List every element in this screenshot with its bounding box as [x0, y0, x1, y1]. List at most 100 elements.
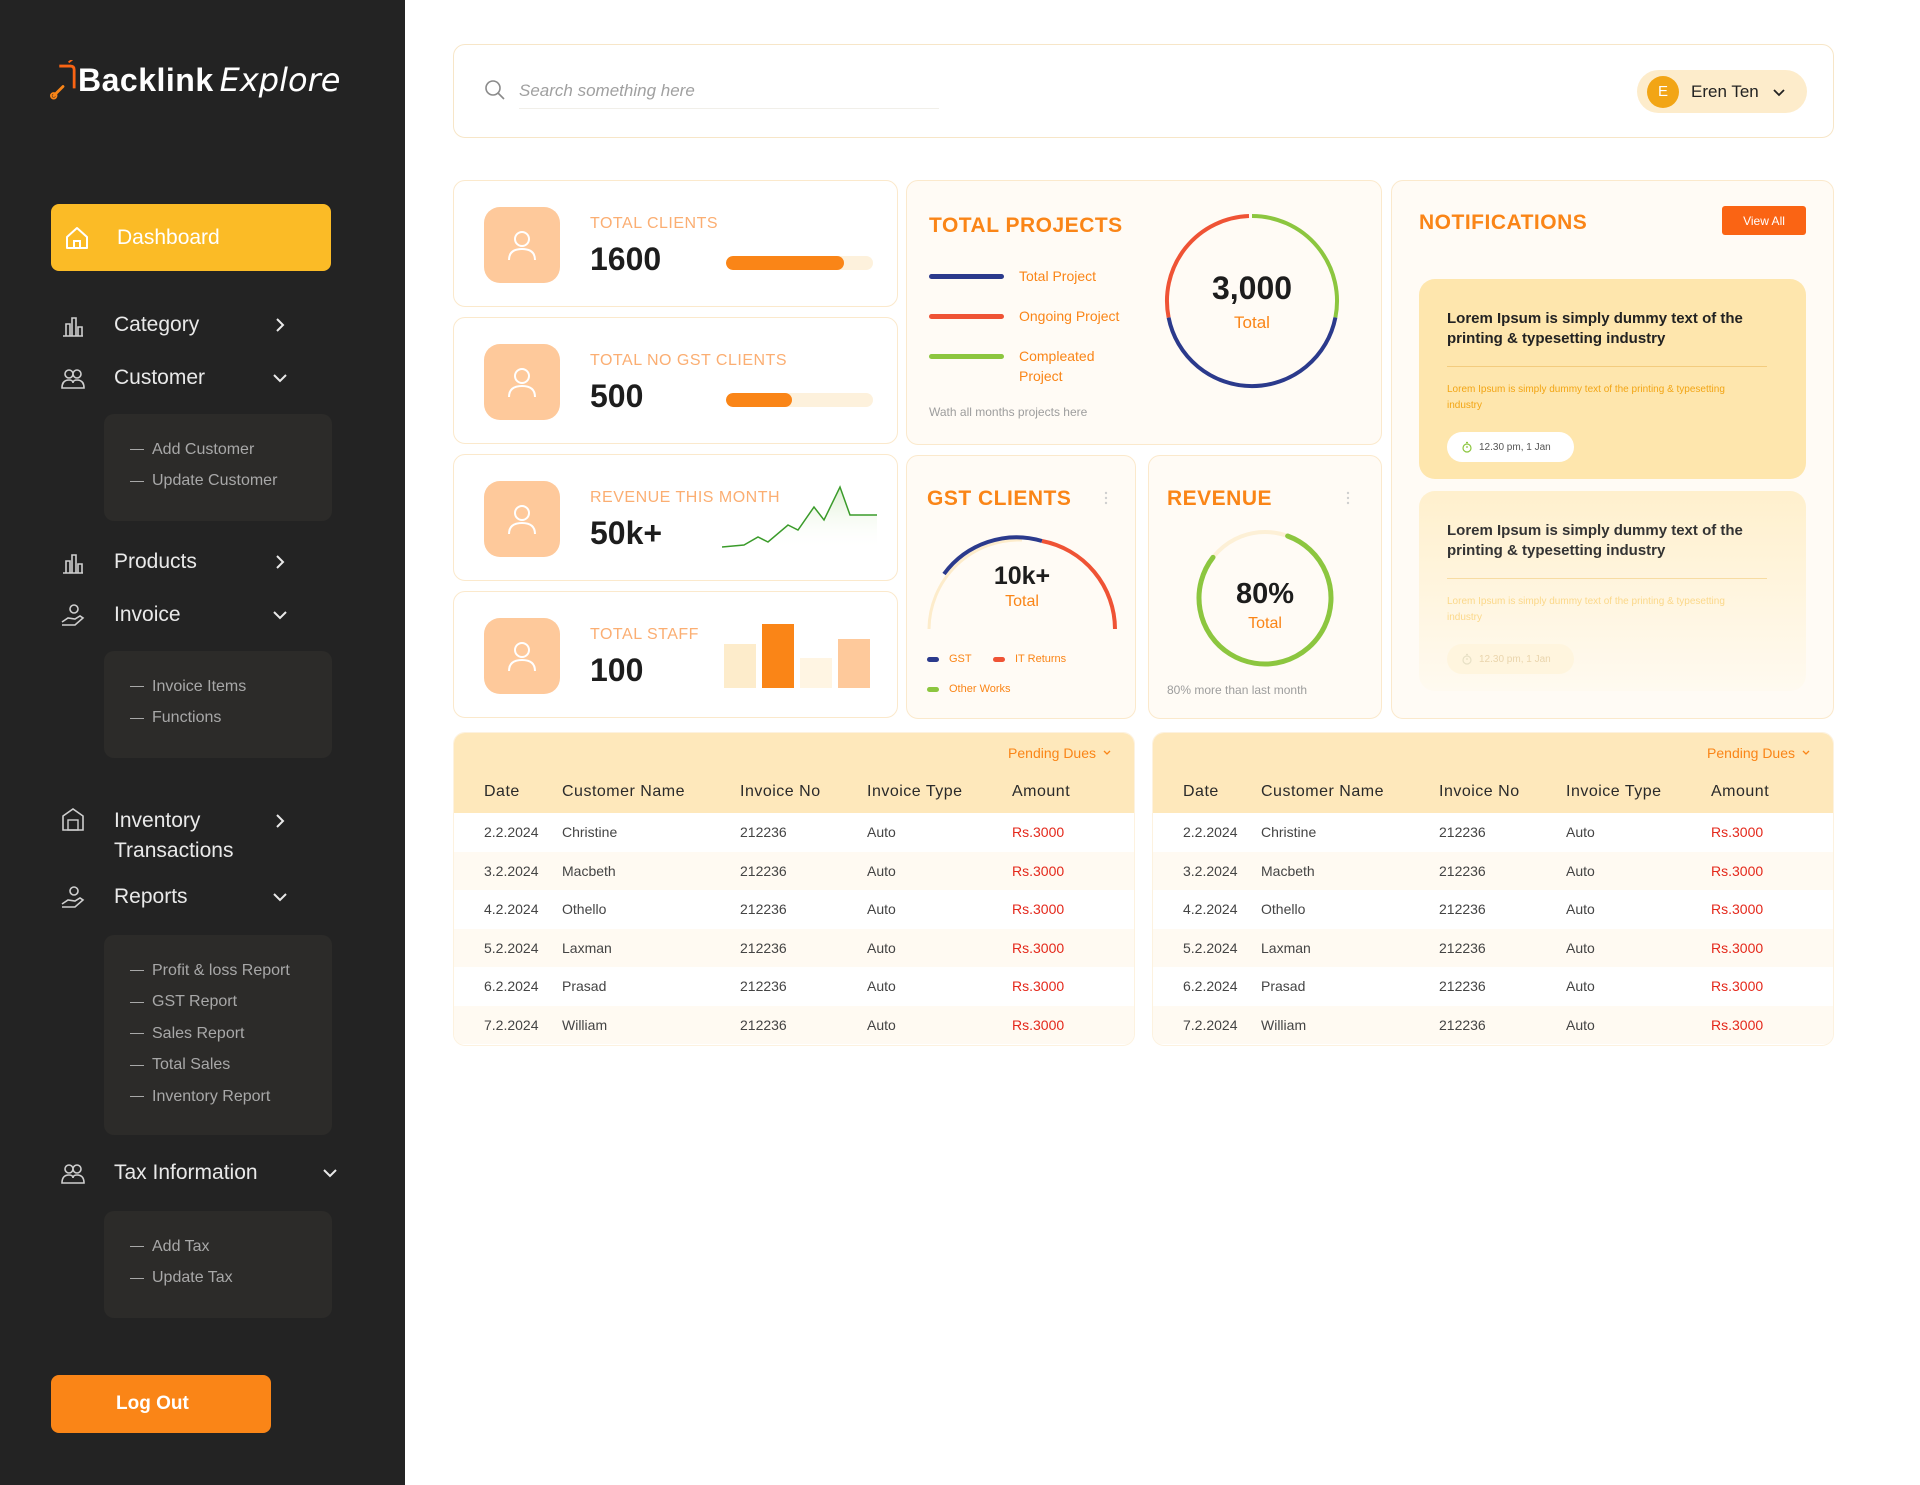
cell-customer-name: Othello — [562, 901, 607, 918]
revenue-center-label: Total — [1248, 615, 1282, 632]
col-invoice-no[interactable]: Invoice No — [1439, 783, 1520, 800]
nav-invoice[interactable]: Invoice — [60, 600, 290, 630]
progress-bar — [726, 393, 873, 407]
table-row[interactable]: 4.2.2024 Othello 212236 Auto Rs.3000 — [454, 890, 1134, 929]
nav-products[interactable]: Products — [60, 547, 290, 577]
notification-item[interactable]: Lorem Ipsum is simply dummy text of the … — [1419, 491, 1806, 691]
more-vertical-icon[interactable] — [1345, 490, 1351, 506]
table-row[interactable]: 3.2.2024 Macbeth 212236 Auto Rs.3000 — [454, 851, 1134, 890]
reports-submenu: Profit & loss Report GST Report Sales Re… — [104, 935, 332, 1135]
nav-reports[interactable]: Reports — [60, 882, 290, 912]
revenue-progress-arc — [1196, 533, 1334, 667]
table-row[interactable]: 7.2.2024 William 212236 Auto Rs.3000 — [454, 1005, 1134, 1044]
cell-amount: Rs.3000 — [1711, 1016, 1764, 1033]
col-invoice-type[interactable]: Invoice Type — [867, 783, 963, 800]
stat-value: 100 — [590, 652, 644, 688]
sub-update-customer[interactable]: Update Customer — [130, 466, 332, 498]
hand-coin-icon — [61, 604, 85, 626]
col-amount[interactable]: Amount — [1711, 783, 1770, 800]
col-date[interactable]: Date — [1183, 783, 1219, 800]
chevron-right-icon — [276, 814, 285, 828]
nav-tax-information[interactable]: Tax Information — [60, 1158, 340, 1188]
stat-card-total-staff: TOTAL STAFF 100 — [453, 591, 898, 718]
staff-mini-bars — [724, 624, 870, 688]
table-row[interactable]: 5.2.2024 Laxman 212236 Auto Rs.3000 — [1153, 928, 1833, 967]
cell-customer-name: William — [562, 1016, 608, 1033]
sub-profit-loss-report[interactable]: Profit & loss Report — [130, 955, 332, 987]
col-customer-name[interactable]: Customer Name — [562, 783, 685, 800]
nav-dashboard[interactable]: Dashboard — [51, 204, 331, 271]
cell-invoice-no: 212236 — [1439, 939, 1486, 956]
user-avatar-badge — [484, 344, 560, 420]
revenue-card: REVENUE 80% Total 80% more than last mon… — [1148, 455, 1382, 719]
col-date[interactable]: Date — [484, 783, 520, 800]
cell-date: 3.2.2024 — [484, 862, 539, 879]
sub-functions[interactable]: Functions — [130, 703, 332, 735]
cell-date: 4.2.2024 — [1183, 901, 1238, 918]
stopwatch-icon — [1462, 653, 1472, 665]
sub-inventory-report[interactable]: Inventory Report — [130, 1081, 332, 1113]
table-row[interactable]: 4.2.2024 Othello 212236 Auto Rs.3000 — [1153, 890, 1833, 929]
pending-dues-filter[interactable]: Pending Dues — [1008, 745, 1112, 761]
cell-customer-name: Laxman — [562, 939, 612, 956]
table-row[interactable]: 3.2.2024 Macbeth 212236 Auto Rs.3000 — [1153, 851, 1833, 890]
brand-logo[interactable]: Backlink Explore — [50, 50, 340, 110]
col-invoice-type[interactable]: Invoice Type — [1566, 783, 1662, 800]
cell-invoice-type: Auto — [867, 824, 896, 841]
table-header: Pending Dues Date Customer Name Invoice … — [454, 733, 1134, 813]
nav-inventory-transactions[interactable]: Inventory Transactions — [60, 806, 290, 866]
sub-gst-report[interactable]: GST Report — [130, 987, 332, 1019]
cell-amount: Rs.3000 — [1012, 978, 1065, 995]
sub-add-tax[interactable]: Add Tax — [130, 1231, 332, 1263]
cell-amount: Rs.3000 — [1711, 862, 1764, 879]
col-customer-name[interactable]: Customer Name — [1261, 783, 1384, 800]
card-title: REVENUE — [1167, 487, 1273, 510]
users-icon — [61, 1164, 85, 1184]
notifications-title: NOTIFICATIONS — [1419, 211, 1588, 234]
col-amount[interactable]: Amount — [1012, 783, 1071, 800]
table-row[interactable]: 6.2.2024 Prasad 212236 Auto Rs.3000 — [1153, 967, 1833, 1006]
cell-amount: Rs.3000 — [1711, 901, 1764, 918]
cell-invoice-type: Auto — [1566, 1016, 1595, 1033]
sub-sales-report[interactable]: Sales Report — [130, 1018, 332, 1050]
cell-date: 5.2.2024 — [484, 939, 539, 956]
search-input[interactable] — [519, 73, 939, 109]
table-row[interactable]: 2.2.2024 Christine 212236 Auto Rs.3000 — [1153, 813, 1833, 852]
table-row[interactable]: 5.2.2024 Laxman 212236 Auto Rs.3000 — [454, 928, 1134, 967]
user-icon — [508, 642, 536, 672]
card-note: Wath all months projects here — [929, 405, 1088, 419]
cell-date: 2.2.2024 — [1183, 824, 1238, 841]
notification-item[interactable]: Lorem Ipsum is simply dummy text of the … — [1419, 279, 1806, 479]
cell-invoice-no: 212236 — [740, 939, 787, 956]
cell-date: 3.2.2024 — [1183, 862, 1238, 879]
logout-button[interactable]: Log Out — [51, 1375, 271, 1433]
table-row[interactable]: 7.2.2024 William 212236 Auto Rs.3000 — [1153, 1005, 1833, 1044]
nav-invoice-label: Invoice — [114, 603, 181, 626]
table-row[interactable]: 2.2.2024 Christine 212236 Auto Rs.3000 — [454, 813, 1134, 852]
sub-invoice-items[interactable]: Invoice Items — [130, 671, 332, 703]
pending-dues-filter[interactable]: Pending Dues — [1707, 745, 1811, 761]
brand-name-bold: Backlink — [78, 61, 214, 98]
sub-total-sales[interactable]: Total Sales — [130, 1050, 332, 1082]
cell-amount: Rs.3000 — [1012, 862, 1065, 879]
nav-category[interactable]: Category — [60, 310, 290, 340]
cell-invoice-type: Auto — [1566, 901, 1595, 918]
cell-customer-name: William — [1261, 1016, 1307, 1033]
cell-date: 6.2.2024 — [1183, 978, 1238, 995]
table-row[interactable]: 6.2.2024 Prasad 212236 Auto Rs.3000 — [454, 967, 1134, 1006]
notifications-panel: NOTIFICATIONS View All Lorem Ipsum is si… — [1391, 180, 1834, 719]
sub-update-tax[interactable]: Update Tax — [130, 1263, 332, 1295]
cell-invoice-type: Auto — [867, 978, 896, 995]
brand-name-light: Explore — [219, 61, 341, 99]
cell-invoice-no: 212236 — [1439, 862, 1486, 879]
col-invoice-no[interactable]: Invoice No — [740, 783, 821, 800]
cell-date: 2.2.2024 — [484, 824, 539, 841]
cell-invoice-no: 212236 — [740, 1016, 787, 1033]
view-all-button[interactable]: View All — [1722, 206, 1806, 235]
more-vertical-icon[interactable] — [1103, 490, 1109, 506]
cell-customer-name: Christine — [562, 824, 618, 841]
nav-customer[interactable]: Customer — [60, 363, 290, 393]
sub-add-customer[interactable]: Add Customer — [130, 434, 332, 466]
user-menu[interactable]: E Eren Ten — [1637, 70, 1807, 113]
column-headers: Date Customer Name Invoice No Invoice Ty… — [1153, 783, 1833, 801]
